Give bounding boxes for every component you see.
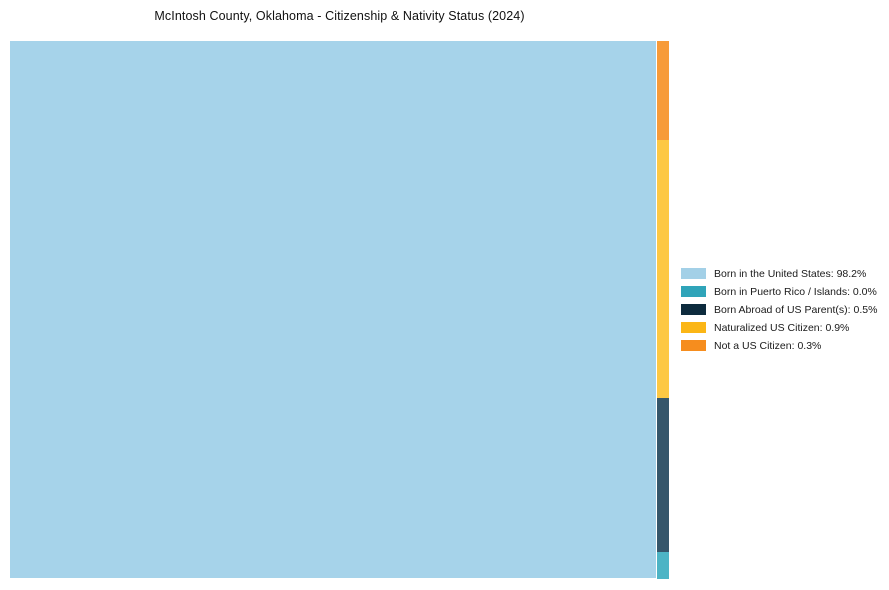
treemap-strip (657, 41, 669, 579)
legend-swatch-naturalized (681, 322, 706, 333)
legend-label: Not a US Citizen: 0.3% (714, 339, 822, 352)
treemap-tile-born-in-puerto-rico (657, 552, 669, 579)
legend-item: Not a US Citizen: 0.3% (681, 339, 877, 352)
treemap-plot (10, 41, 669, 579)
treemap-tile-naturalized-us-citizen (657, 139, 669, 399)
legend-swatch-born-in-puerto-rico (681, 286, 706, 297)
legend-label: Naturalized US Citizen: 0.9% (714, 321, 850, 334)
legend-label: Born Abroad of US Parent(s): 0.5% (714, 303, 878, 316)
treemap-tile-not-a-us-citizen (657, 41, 669, 140)
legend-swatch-born-abroad (681, 304, 706, 315)
legend: Born in the United States: 98.2% Born in… (681, 268, 877, 358)
chart-title: McIntosh County, Oklahoma - Citizenship … (154, 9, 525, 23)
legend-item: Naturalized US Citizen: 0.9% (681, 321, 877, 334)
legend-label: Born in Puerto Rico / Islands: 0.0% (714, 285, 877, 298)
treemap-tile-born-in-us (10, 41, 656, 578)
legend-swatch-not-a-citizen (681, 340, 706, 351)
legend-item: Born in Puerto Rico / Islands: 0.0% (681, 285, 877, 298)
legend-swatch-born-in-us (681, 268, 706, 279)
legend-label: Born in the United States: 98.2% (714, 267, 867, 280)
legend-item: Born Abroad of US Parent(s): 0.5% (681, 303, 878, 316)
treemap-tile-born-abroad-of-us-parents (657, 398, 669, 553)
legend-item: Born in the United States: 98.2% (681, 267, 877, 280)
